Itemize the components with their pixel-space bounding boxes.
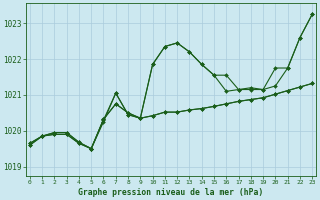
X-axis label: Graphe pression niveau de la mer (hPa): Graphe pression niveau de la mer (hPa) [78, 188, 264, 197]
